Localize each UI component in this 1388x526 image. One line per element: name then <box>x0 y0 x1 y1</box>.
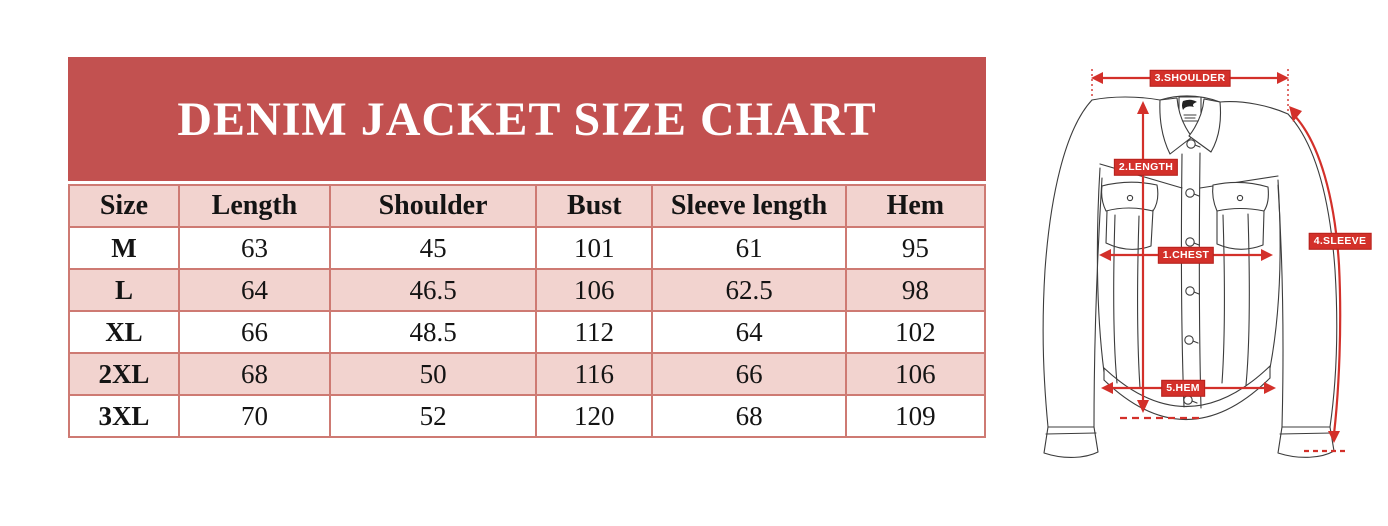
value-cell: 66 <box>177 310 332 354</box>
value-cell: 116 <box>535 352 654 396</box>
body-right-edge <box>1269 179 1281 369</box>
chart-title: DENIM JACKET SIZE CHART <box>177 92 877 146</box>
right-pocket-flap <box>1212 181 1269 212</box>
value-cell: 106 <box>844 352 987 396</box>
column-header-hem: Hem <box>844 184 987 228</box>
right-cuff <box>1277 426 1335 458</box>
collar-back <box>1159 95 1221 103</box>
value-cell: 68 <box>177 352 332 396</box>
left-pocket-flap <box>1101 181 1159 212</box>
brand-logo <box>1182 99 1197 110</box>
value-cell: 68 <box>651 394 847 438</box>
value-cell: 101 <box>535 226 654 270</box>
hem-band-bottom <box>1103 377 1271 420</box>
jacket-line-art-svg <box>1042 69 1347 458</box>
table-row: L 64 46.5 106 62.5 98 <box>68 268 987 312</box>
value-cell: 98 <box>844 268 987 312</box>
value-cell: 52 <box>329 394 538 438</box>
chart-title-banner: DENIM JACKET SIZE CHART <box>68 57 986 181</box>
value-cell: 50 <box>329 352 538 396</box>
size-chart-panel: DENIM JACKET SIZE CHART Size Length Shou… <box>68 57 987 438</box>
table-row: XL 66 48.5 112 64 102 <box>68 310 987 354</box>
placket-left <box>1180 153 1185 408</box>
size-cell: XL <box>68 310 180 354</box>
shoulder-measure-label: 3.SHOULDER <box>1149 69 1231 87</box>
value-cell: 95 <box>844 226 987 270</box>
value-cell: 64 <box>177 268 332 312</box>
placket-right <box>1198 152 1202 409</box>
value-cell: 102 <box>844 310 987 354</box>
size-cell: 3XL <box>68 394 180 438</box>
size-cell: 2XL <box>68 352 180 396</box>
header-row: Size Length Shoulder Bust Sleeve length … <box>68 184 987 228</box>
value-cell: 46.5 <box>329 268 538 312</box>
value-cell: 70 <box>177 394 332 438</box>
column-header-sleeve-length: Sleeve length <box>651 184 847 228</box>
value-cell: 62.5 <box>651 268 847 312</box>
left-cuff <box>1043 426 1099 458</box>
column-header-shoulder: Shoulder <box>329 184 538 228</box>
hem-measure-label: 5.HEM <box>1161 379 1205 397</box>
value-cell: 112 <box>535 310 654 354</box>
table-row: 3XL 70 52 120 68 109 <box>68 394 987 438</box>
value-cell: 109 <box>844 394 987 438</box>
size-table: Size Length Shoulder Bust Sleeve length … <box>68 184 987 438</box>
right-pocket <box>1216 210 1265 250</box>
sleeve-measure-label: 4.SLEEVE <box>1308 232 1372 250</box>
jacket-diagram: 3.SHOULDER 2.LENGTH 1.CHEST 4.SLEEVE 5.H… <box>1020 50 1380 520</box>
value-cell: 48.5 <box>329 310 538 354</box>
left-pocket <box>1105 209 1154 250</box>
chest-measure-label: 1.CHEST <box>1157 246 1215 264</box>
sleeve-measure-arrow <box>1289 106 1347 453</box>
column-header-length: Length <box>177 184 332 228</box>
value-cell: 120 <box>535 394 654 438</box>
value-cell: 61 <box>651 226 847 270</box>
value-cell: 63 <box>177 226 332 270</box>
size-cell: M <box>68 226 180 270</box>
value-cell: 64 <box>651 310 847 354</box>
table-row: 2XL 68 50 116 66 106 <box>68 352 987 396</box>
length-measure-label: 2.LENGTH <box>1113 158 1179 176</box>
body-left-edge <box>1096 167 1105 373</box>
collar-right-leaf <box>1188 98 1222 153</box>
placket-buttons <box>1183 139 1201 405</box>
column-header-bust: Bust <box>535 184 654 228</box>
value-cell: 45 <box>329 226 538 270</box>
table-row: M 63 45 101 61 95 <box>68 226 987 270</box>
value-cell: 66 <box>651 352 847 396</box>
hem-band-top <box>1103 365 1271 407</box>
size-cell: L <box>68 268 180 312</box>
jacket-outline <box>1042 95 1338 458</box>
column-header-size: Size <box>68 184 180 228</box>
value-cell: 106 <box>535 268 654 312</box>
